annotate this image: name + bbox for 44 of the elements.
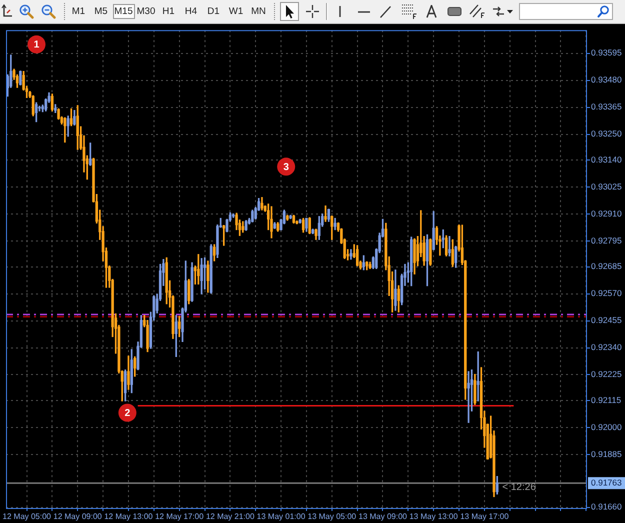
candlestick: [448, 236, 451, 256]
y-tick-label: 0.92000: [591, 422, 622, 432]
y-tick-label: 0.93025: [591, 181, 622, 192]
x-tick-label: 13 May 13:00: [409, 512, 458, 522]
annotation: 2: [124, 408, 131, 419]
text: M1: [70, 5, 86, 19]
candlestick: [324, 205, 327, 222]
y-tick-label: 0.93250: [591, 128, 622, 139]
y-tick-label: 0.92910: [591, 208, 622, 218]
ref-line-label: 0.91763: [591, 477, 622, 488]
x-tick-label: 13 May 05:00: [308, 512, 357, 522]
text: D1: [206, 5, 221, 19]
x-tick-label: 13 May 01:00: [256, 512, 306, 522]
y-tick-label: 0.92570: [591, 288, 622, 298]
x-tick-label: 13 May 17:00: [460, 512, 510, 522]
x-tick-label: 12 May 13:00: [104, 512, 154, 522]
y-tick-label: 0.91660: [591, 502, 622, 512]
annotation: < 12:26: [502, 482, 536, 494]
text: M5: [93, 5, 109, 19]
text: H4: [184, 5, 198, 19]
x-tick-label: 13 May 09:00: [358, 512, 408, 522]
text: W1: [228, 5, 244, 19]
y-tick-label: 0.93595: [591, 48, 622, 58]
x-tick-label: 12 May 05:00: [2, 512, 52, 522]
y-tick-label: 0.92340: [591, 342, 622, 352]
annotation: 1: [34, 40, 40, 51]
candlestick: [467, 371, 470, 423]
y-tick-label: 0.92225: [591, 369, 622, 380]
annotation: 3: [283, 162, 290, 173]
y-tick-label: 0.92795: [591, 235, 622, 246]
y-tick-label: 0.93140: [591, 154, 622, 164]
x-tick-label: 12 May 17:00: [155, 512, 204, 522]
y-tick-label: 0.91885: [591, 448, 622, 459]
y-tick-label: 0.92455: [591, 315, 622, 326]
text: MN: [250, 5, 267, 19]
y-tick-label: 0.92685: [591, 261, 622, 272]
y-tick-label: 0.93365: [591, 102, 622, 112]
y-tick-label: 0.92115: [591, 394, 622, 405]
text: M30: [136, 5, 156, 19]
x-tick-label: 12 May 09:00: [53, 512, 102, 522]
y-tick-label: 0.93480: [591, 74, 622, 85]
x-tick-label: 12 May 21:00: [206, 512, 255, 522]
text: H1: [161, 5, 176, 19]
text: M15: [112, 4, 134, 19]
